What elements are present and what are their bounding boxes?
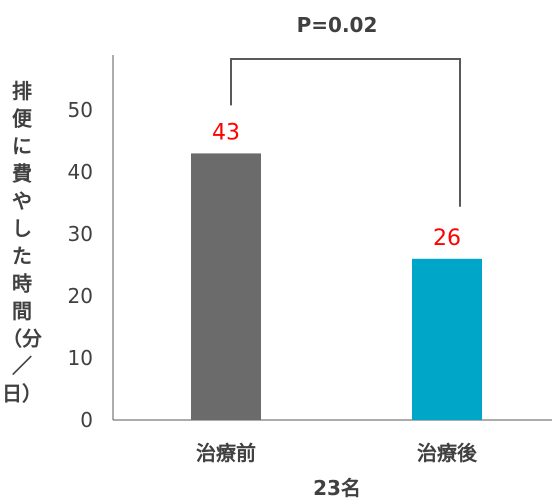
category-label: 治療後	[417, 441, 478, 465]
data-labels: 43 26	[212, 120, 461, 250]
y-axis-label-char: 排	[12, 79, 32, 103]
y-axis-label-char: や	[12, 189, 32, 213]
bars	[191, 153, 482, 420]
y-tick-label: 0	[80, 408, 93, 432]
bar	[191, 153, 261, 420]
y-axis-label-char: 費	[12, 162, 32, 186]
y-axis-label-char: 間	[12, 299, 32, 323]
p-value-annotation: P=0.02	[297, 13, 378, 37]
y-axis-label-char: に	[12, 134, 32, 158]
significance-bracket	[230, 58, 461, 207]
y-axis-label-char: 日）	[2, 382, 42, 406]
y-axis-label-char: 時	[12, 272, 32, 296]
y-axis-label-char: （分	[2, 327, 42, 351]
y-axis-label-char: た	[12, 244, 32, 268]
category-label: 治療前	[196, 441, 256, 465]
y-axis-label-char: し	[12, 217, 32, 241]
y-tick-label: 40	[68, 160, 93, 184]
category-labels: 治療前 治療後	[196, 441, 478, 465]
y-tick-label: 20	[68, 284, 93, 308]
x-axis-label: 23名	[313, 476, 361, 500]
y-axis-label-char: ／	[12, 354, 32, 378]
data-label: 26	[433, 226, 461, 251]
bar	[412, 258, 482, 420]
y-tick-labels: 0 10 20 30 40 50	[68, 98, 93, 432]
y-tick-label: 30	[68, 222, 93, 246]
data-label: 43	[212, 120, 240, 145]
y-tick-label: 50	[68, 98, 93, 122]
y-tick-label: 10	[68, 346, 93, 370]
y-axis-label-char: 便	[12, 107, 33, 131]
